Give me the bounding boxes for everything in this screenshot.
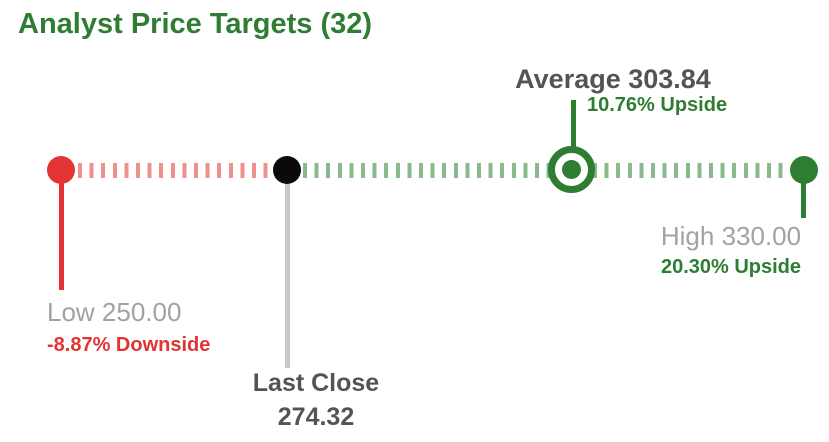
average-label: Average 303.84	[515, 64, 711, 94]
low-marker-dot	[47, 156, 75, 184]
average-marker-ring	[548, 146, 595, 193]
last-close-label: Last Close	[252, 369, 380, 397]
high-label-block: High 330.00 20.30% Upside	[651, 221, 811, 279]
last-close-marker-stem	[285, 180, 290, 368]
average-change-label: 10.76% Upside	[587, 94, 728, 116]
last-close-marker-dot	[273, 156, 301, 184]
low-marker-stem	[59, 180, 64, 290]
low-label-block: Low 250.00 -8.87% Downside	[47, 297, 210, 357]
last-close-value: 274.32	[277, 403, 355, 431]
track-upside-dashed-segment	[303, 163, 788, 178]
widget-title: Analyst Price Targets (32)	[18, 8, 373, 40]
high-marker-stem	[801, 182, 806, 218]
low-label: Low 250.00	[47, 297, 182, 327]
last-close-label-block: Last Close 274.32	[226, 369, 406, 432]
average-marker-dot	[562, 160, 581, 179]
high-change-label: 20.30% Upside	[660, 256, 802, 278]
average-marker-stem	[571, 100, 576, 147]
high-label: High 330.00	[660, 221, 802, 251]
track-downside-dashed-segment	[78, 163, 278, 178]
low-change-label: -8.87% Downside	[47, 334, 211, 356]
high-marker-dot	[790, 156, 818, 184]
